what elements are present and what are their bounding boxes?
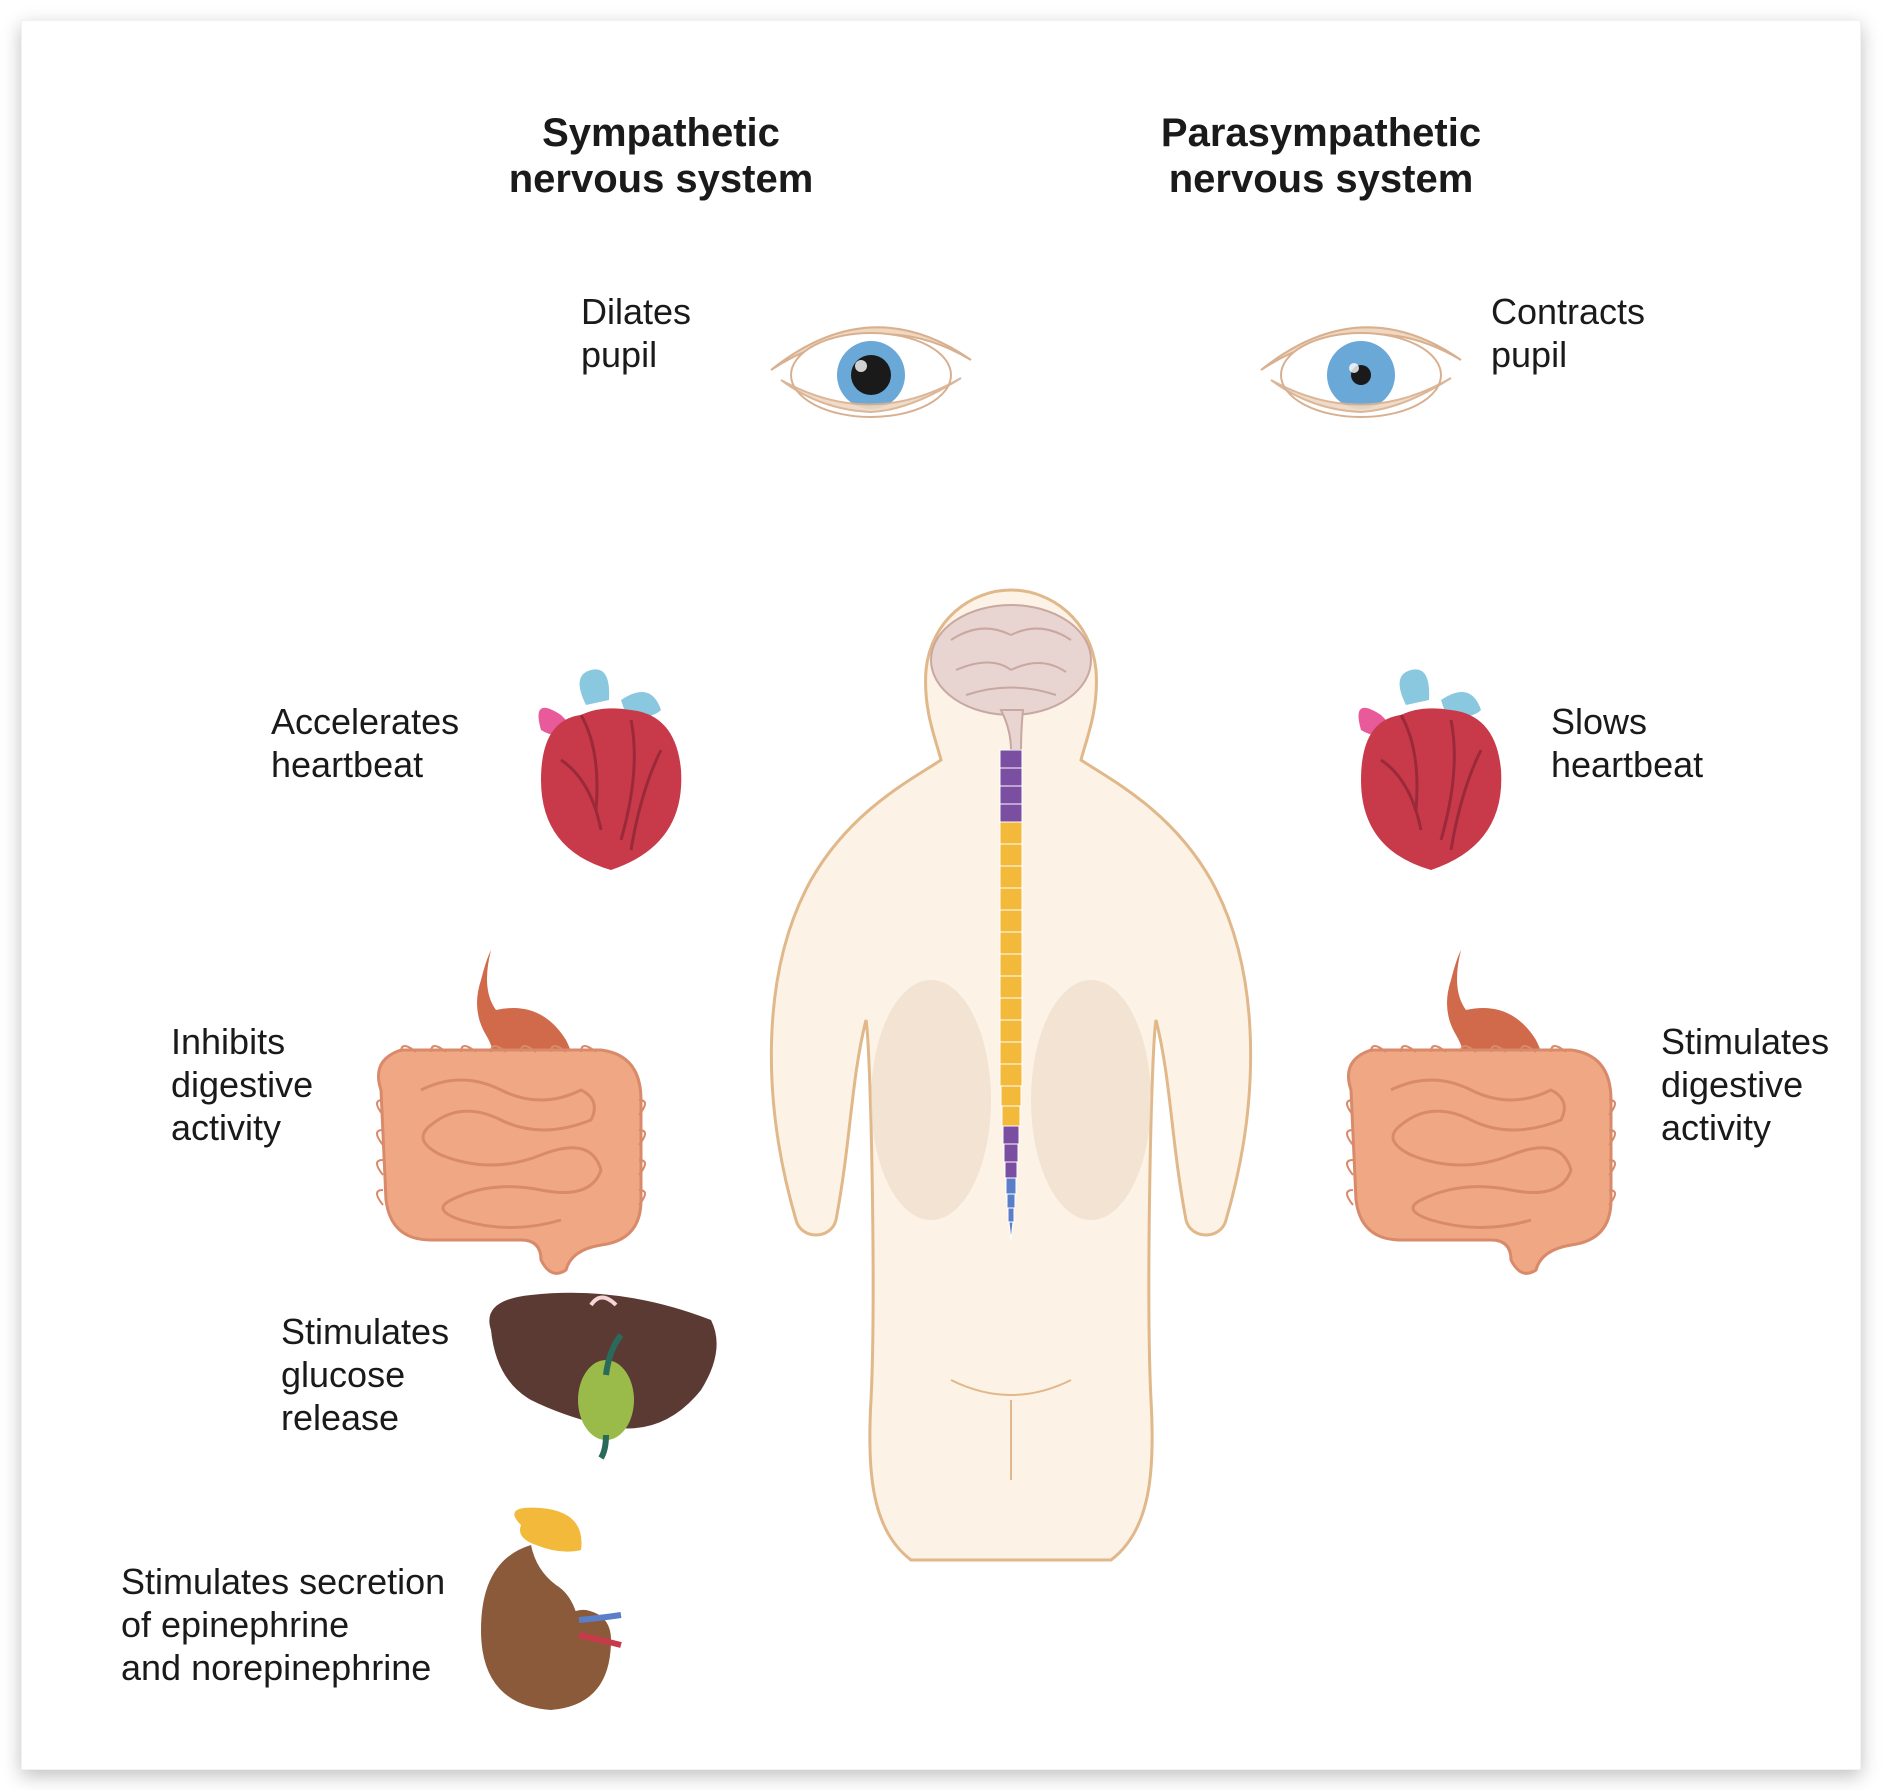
heart-icon (1321, 660, 1521, 880)
heart-icon (501, 660, 701, 880)
liver-icon (471, 1280, 731, 1460)
label-symp-pupil: Dilatespupil (581, 290, 691, 376)
heading-sympathetic: Sympatheticnervous system (451, 110, 871, 202)
eye-icon-contracted (1251, 300, 1471, 430)
label-symp-liver: Stimulatesglucoserelease (281, 1310, 449, 1440)
label-symp-adrenal: Stimulates secretionof epinephrineand no… (121, 1560, 445, 1690)
label-para-gi: Stimulatesdigestiveactivity (1661, 1020, 1829, 1150)
digestive-icon (1311, 940, 1641, 1280)
label-para-pupil: Contractspupil (1491, 290, 1645, 376)
digestive-icon (341, 940, 671, 1280)
label-symp-heart: Acceleratesheartbeat (271, 700, 459, 786)
human-body-icon (751, 580, 1271, 1580)
label-symp-gi: Inhibitsdigestiveactivity (171, 1020, 313, 1150)
diagram-card: Sympatheticnervous system Parasympatheti… (21, 20, 1861, 1770)
kidney-adrenal-icon (461, 1500, 641, 1720)
heading-parasympathetic: Parasympatheticnervous system (1111, 110, 1531, 202)
eye-icon-dilated (761, 300, 981, 430)
label-para-heart: Slowsheartbeat (1551, 700, 1703, 786)
